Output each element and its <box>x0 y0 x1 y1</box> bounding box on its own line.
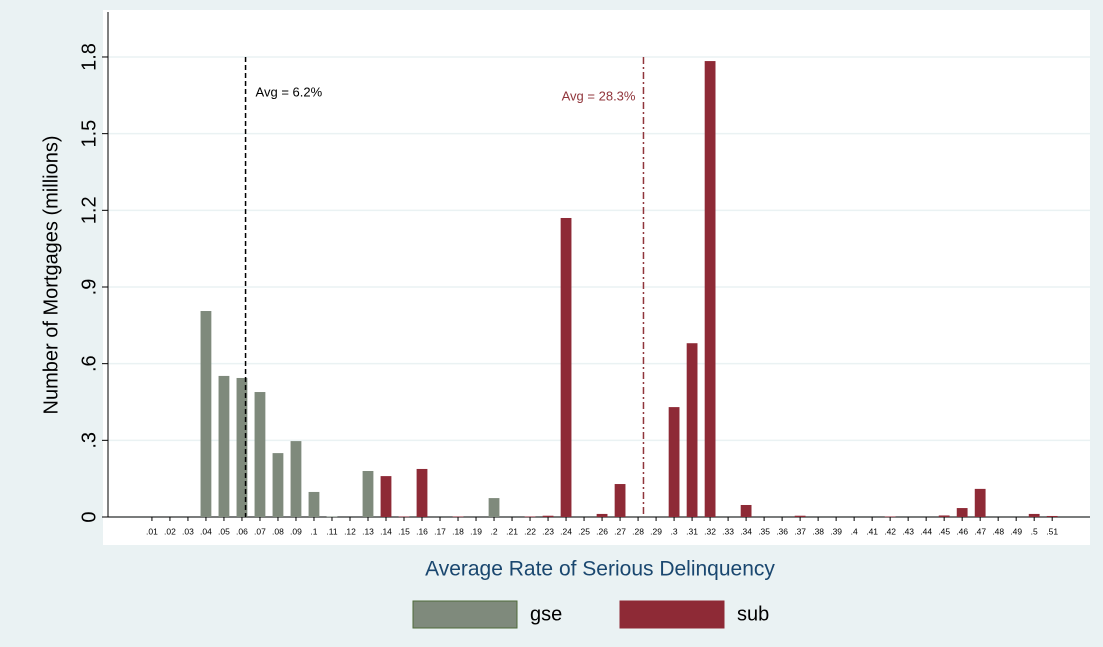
bar <box>524 516 536 518</box>
y-tick-label: .9 <box>78 279 100 296</box>
x-tick-label: .22 <box>524 526 536 536</box>
legend-swatch <box>619 600 725 629</box>
x-tick-label: .4 <box>851 526 858 536</box>
bar <box>686 343 698 517</box>
x-tick-label: .12 <box>344 526 356 536</box>
bar <box>1046 515 1058 517</box>
bar <box>290 441 302 517</box>
bar <box>308 491 320 517</box>
y-tick-label: 1.2 <box>78 196 100 224</box>
x-tick-label: .01 <box>146 526 158 536</box>
bar <box>398 516 410 518</box>
x-tick-label: .26 <box>596 526 608 536</box>
bar <box>326 516 338 518</box>
bar <box>452 516 464 518</box>
x-tick-label: .37 <box>794 526 806 536</box>
x-tick-label: .15 <box>398 526 410 536</box>
bar <box>272 453 284 517</box>
annotation: Avg = 28.3% <box>562 88 636 103</box>
bar <box>416 468 428 517</box>
bar <box>884 516 896 518</box>
bar <box>938 515 950 517</box>
x-tick-label: .17 <box>434 526 446 536</box>
x-tick-label: .27 <box>614 526 626 536</box>
x-tick-label: .03 <box>182 526 194 536</box>
bar <box>668 407 680 517</box>
x-tick-label: .3 <box>671 526 678 536</box>
x-tick-label: .39 <box>830 526 842 536</box>
x-tick-label: .21 <box>506 526 518 536</box>
y-tick-label: .3 <box>78 432 100 449</box>
x-tick-label: .02 <box>164 526 176 536</box>
bar <box>956 508 968 517</box>
x-tick-label: .44 <box>920 526 932 536</box>
y-tick-label: 1.8 <box>78 43 100 71</box>
x-tick-label: .48 <box>992 526 1004 536</box>
bar <box>614 484 626 517</box>
bar <box>488 498 500 517</box>
bar <box>380 476 392 517</box>
x-tick-label: .29 <box>650 526 662 536</box>
x-tick-label: .31 <box>686 526 698 536</box>
bar <box>704 61 716 518</box>
bar <box>362 470 374 517</box>
bar <box>794 515 806 517</box>
x-tick-label: .14 <box>380 526 392 536</box>
x-tick-label: .24 <box>560 526 572 536</box>
x-tick-label: .41 <box>866 526 878 536</box>
x-tick-label: .35 <box>758 526 770 536</box>
x-tick-label: .32 <box>704 526 716 536</box>
x-tick-label: .5 <box>1031 526 1038 536</box>
x-tick-label: .05 <box>218 526 230 536</box>
x-tick-label: .33 <box>722 526 734 536</box>
plot-region <box>103 10 1090 545</box>
annotation: Avg = 6.2% <box>256 84 323 99</box>
x-tick-label: .23 <box>542 526 554 536</box>
x-tick-label: .49 <box>1010 526 1022 536</box>
x-tick-label: .18 <box>452 526 464 536</box>
x-tick-label: .45 <box>938 526 950 536</box>
y-tick-label: 1.5 <box>78 120 100 148</box>
x-tick-label: .34 <box>740 526 752 536</box>
x-tick-label: .19 <box>470 526 482 536</box>
y-tick-label: 0 <box>78 511 100 522</box>
x-tick-label: .51 <box>1046 526 1058 536</box>
x-tick-label: .2 <box>490 526 497 536</box>
x-tick-label: .43 <box>902 526 914 536</box>
bar <box>218 375 230 517</box>
bar <box>740 504 752 517</box>
bar <box>254 392 266 517</box>
x-tick-label: .28 <box>632 526 644 536</box>
bar <box>1028 513 1040 517</box>
x-tick-label: .07 <box>254 526 266 536</box>
x-tick-label: .25 <box>578 526 590 536</box>
legend-swatch <box>412 600 518 629</box>
legend-label: sub <box>737 603 769 625</box>
legend-label: gse <box>530 603 562 625</box>
x-tick-label: .09 <box>290 526 302 536</box>
x-tick-label: .36 <box>776 526 788 536</box>
x-tick-label: .06 <box>236 526 248 536</box>
bar <box>542 515 554 517</box>
x-tick-label: .11 <box>326 526 337 536</box>
bar <box>200 311 212 517</box>
x-tick-label: .1 <box>310 526 317 536</box>
x-tick-label: .46 <box>956 526 968 536</box>
x-tick-label: .38 <box>812 526 824 536</box>
bar <box>236 377 248 517</box>
x-tick-label: .04 <box>200 526 212 536</box>
x-tick-label: .47 <box>974 526 986 536</box>
bar <box>560 217 572 517</box>
bar <box>974 488 986 517</box>
x-axis-title: Average Rate of Serious Delinquency <box>425 558 775 581</box>
bar <box>596 513 608 517</box>
x-tick-label: .42 <box>884 526 896 536</box>
x-tick-label: .13 <box>362 526 374 536</box>
y-axis-title: Number of Mortgages (millions) <box>40 136 62 415</box>
x-tick-label: .16 <box>416 526 428 536</box>
y-tick-label: .6 <box>78 355 100 372</box>
x-tick-label: .08 <box>272 526 284 536</box>
